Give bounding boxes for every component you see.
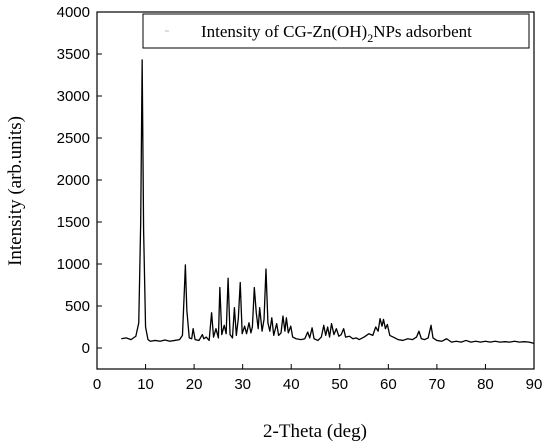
- y-tick-label: 4000: [57, 4, 90, 21]
- legend-label-prefix: Intensity of CG-Zn(OH): [201, 22, 367, 41]
- y-tick-label: 2500: [57, 130, 90, 147]
- y-tick-label: 2000: [57, 172, 90, 189]
- series-line: [121, 59, 535, 345]
- y-axis-ticks: 0 500 1000 1500 2000 2500 3000 3500 4000: [57, 4, 102, 357]
- legend-label-subscript: 2: [367, 31, 373, 45]
- y-tick-label: 0: [82, 340, 90, 357]
- legend-label-suffix: NPs adsorbent: [373, 22, 472, 41]
- legend-box: [142, 13, 530, 49]
- legend-label: Intensity of CG-Zn(OH)2NPs adsorbent: [201, 22, 472, 45]
- x-tick-label: 80: [477, 376, 494, 393]
- y-axis-title: Intensity (arb.units): [5, 116, 26, 266]
- y-tick-label: 3000: [57, 88, 90, 105]
- y-tick-label: 500: [65, 298, 90, 315]
- x-axis-title: 2-Theta (deg): [263, 421, 367, 442]
- x-axis-ticks: 0 10 20 30 40 50 60 70 80 90: [93, 364, 543, 393]
- x-tick-label: 20: [186, 376, 203, 393]
- x-tick-label: 60: [380, 376, 397, 393]
- x-tick-label: 40: [283, 376, 300, 393]
- x-tick-label: 90: [526, 376, 543, 393]
- x-tick-label: 30: [234, 376, 251, 393]
- plot-frame: [96, 11, 535, 370]
- y-tick-label: 3500: [57, 46, 90, 63]
- legend: Intensity of CG-Zn(OH)2NPs adsorbent: [142, 13, 530, 49]
- y-tick-label: 1500: [57, 214, 90, 231]
- y-tick-label: 1000: [57, 256, 90, 273]
- x-tick-label: 0: [93, 376, 101, 393]
- x-tick-label: 70: [429, 376, 446, 393]
- x-tick-label: 10: [137, 376, 154, 393]
- x-tick-label: 50: [331, 376, 348, 393]
